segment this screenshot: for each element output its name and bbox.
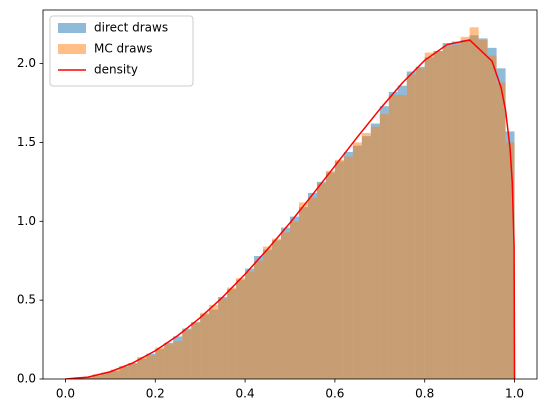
axes-frame [42, 9, 538, 380]
y-tick-label: 2.0 [17, 56, 36, 70]
histogram-bar [83, 377, 93, 379]
histogram-bar [424, 52, 434, 379]
y-tick-label: 1.5 [17, 135, 36, 149]
histogram-bar [406, 74, 416, 379]
legend-label: direct draws [94, 21, 168, 35]
histogram-bar [370, 126, 380, 379]
histogram-bar [191, 322, 201, 379]
x-tick-label: 0.0 [56, 387, 75, 401]
histogram-bar [281, 232, 290, 379]
histogram-bar [128, 363, 138, 379]
histogram-bar [290, 221, 299, 379]
histogram-bar [361, 133, 371, 379]
y-tick-label: 1.0 [17, 214, 36, 228]
histogram-bar [433, 51, 443, 379]
density-line [65, 39, 516, 379]
histogram-bar [487, 55, 497, 379]
histogram-bar [451, 44, 461, 379]
histogram-bar [460, 36, 470, 379]
histogram-bar [110, 369, 120, 379]
y-tick-label: 0.5 [17, 293, 36, 307]
histogram-bar [182, 330, 192, 379]
histogram-bar [263, 246, 273, 379]
histogram-bar [254, 260, 264, 379]
histogram-bar [478, 39, 488, 379]
histogram-bar [388, 95, 398, 379]
legend-label: density [94, 63, 138, 77]
histogram-bar [173, 341, 183, 379]
x-tick-label: 0.2 [146, 387, 165, 401]
histogram-bar [316, 183, 326, 379]
legend-label: MC draws [94, 42, 153, 56]
histogram-bar [298, 202, 308, 379]
x-tick-label: 0.4 [236, 387, 255, 401]
histogram-bar [245, 271, 255, 379]
x-tick-label: 0.8 [415, 387, 434, 401]
histogram-bar [307, 197, 317, 379]
histogram-bar [200, 312, 210, 379]
histogram-bar [334, 159, 344, 379]
histogram-bar [505, 142, 515, 379]
histogram-bar [442, 46, 452, 379]
histogram-bar [496, 82, 506, 379]
histogram-bar [227, 287, 237, 379]
histogram-bar [415, 68, 425, 379]
y-tick-label: 0.0 [17, 372, 36, 386]
histogram-bar [272, 238, 282, 379]
legend-box [49, 15, 194, 87]
histogram-bar [325, 170, 335, 379]
histogram-bar [397, 95, 407, 379]
histogram-bar [119, 366, 129, 379]
legend-patch [58, 23, 86, 33]
histogram-bar [218, 298, 228, 379]
plot-area [65, 27, 516, 379]
histogram-bar [469, 27, 479, 379]
legend-patch [58, 44, 86, 54]
x-tick-label: 0.6 [325, 387, 344, 401]
histogram-bar [164, 344, 174, 379]
histogram-bar [146, 355, 156, 379]
histogram-bar [101, 372, 111, 379]
histogram-bar [92, 374, 102, 379]
histogram-bar [137, 356, 147, 379]
histogram-bar [155, 347, 165, 379]
x-tick-label: 1.0 [505, 387, 524, 401]
histogram-bar [343, 156, 353, 379]
histogram-bar [352, 142, 362, 379]
histogram-bar [209, 304, 219, 379]
histogram-bar [379, 114, 389, 379]
histogram-bar [236, 278, 246, 379]
